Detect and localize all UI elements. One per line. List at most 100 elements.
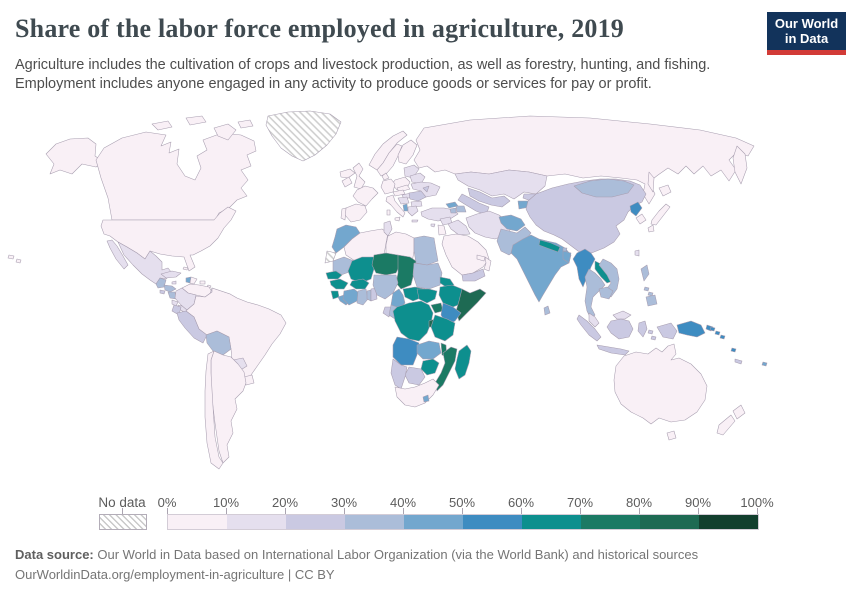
country-crete[interactable] [411,219,419,223]
country-australia[interactable] [613,343,708,425]
country-niger[interactable] [371,252,401,276]
country-mali[interactable] [347,256,375,284]
country-lesotho[interactable] [422,394,430,403]
country-uae[interactable] [476,254,486,262]
country-guinea[interactable] [329,278,349,290]
legend-bin-60%-70%[interactable] [522,515,581,529]
country-albania[interactable] [402,203,409,212]
country-north-korea[interactable] [629,201,643,217]
country-canada-arctic-2[interactable] [185,115,207,126]
country-austria[interactable] [392,189,406,197]
legend-bin-90%-100%[interactable] [699,515,758,529]
country-borneo[interactable] [606,318,634,340]
country-cambodia[interactable] [598,286,614,300]
country-zambia[interactable] [416,340,442,360]
country-denmark[interactable] [381,172,390,181]
country-sumatra[interactable] [576,314,602,342]
country-sri-lanka[interactable] [543,305,551,316]
country-malaysia[interactable] [588,312,600,328]
country-belarus[interactable] [409,172,426,185]
country-india[interactable] [510,234,572,303]
country-tunisia[interactable] [383,220,393,237]
country-kazakhstan[interactable] [454,169,548,200]
legend-bin-40%-50%[interactable] [404,515,463,529]
legend-bin-20%-30%[interactable] [286,515,345,529]
country-azerbaijan[interactable] [455,205,467,213]
country-madagascar[interactable] [454,344,472,380]
country-spain[interactable] [344,203,368,223]
country-vietnam[interactable] [598,258,620,298]
country-uk[interactable] [352,162,366,190]
legend-bin-0%-10%[interactable] [168,515,227,529]
country-nepal[interactable] [538,239,561,253]
country-armenia[interactable] [449,207,457,214]
citation-line[interactable]: OurWorldinData.org/employment-in-agricul… [15,567,335,582]
country-egypt[interactable] [413,235,439,266]
country-baltics[interactable] [403,164,420,179]
legend-bin-70%-80%[interactable] [581,515,640,529]
country-togo[interactable] [366,289,372,302]
country-west-papua[interactable] [656,322,678,340]
country-canada[interactable] [95,131,257,221]
country-el-salvador[interactable] [159,289,166,295]
country-solomon-islands[interactable] [709,326,726,340]
country-italy[interactable] [385,194,406,218]
country-chile[interactable] [204,350,224,470]
country-somalia[interactable] [455,288,487,322]
owid-logo[interactable]: Our World in Data [767,12,846,55]
country-dominican-republic[interactable] [189,276,198,285]
country-bolivia[interactable] [205,330,232,356]
country-bulgaria[interactable] [410,200,423,208]
country-iceland[interactable] [339,168,356,179]
country-tanzania[interactable] [430,314,456,342]
country-honduras[interactable] [163,284,177,293]
country-tasmania[interactable] [666,430,677,441]
country-bangladesh[interactable] [562,250,572,264]
country-greece[interactable] [407,205,419,217]
country-sakhalin[interactable] [647,171,655,193]
country-malaysia-borneo[interactable] [612,310,632,320]
no-data-swatch[interactable] [99,514,147,530]
country-cuba[interactable] [160,270,182,279]
country-sierra-leone[interactable] [330,290,340,300]
country-thailand[interactable] [584,268,606,320]
country-baja[interactable] [106,239,129,270]
legend-bin-50%-60%[interactable] [463,515,522,529]
country-sardinia[interactable] [386,209,391,216]
country-moldova[interactable] [422,185,430,193]
country-jamaica[interactable] [171,280,177,285]
country-portugal[interactable] [340,207,347,221]
country-russia[interactable] [413,115,755,205]
country-uganda[interactable] [430,302,444,314]
country-mongolia[interactable] [573,178,635,198]
country-bahamas[interactable] [182,266,189,271]
country-canada-baffin[interactable] [213,123,237,141]
country-puerto-rico[interactable] [199,280,206,285]
legend-bin-10%-20%[interactable] [227,515,286,529]
country-japan-kyushu[interactable] [647,224,655,233]
legend-bin-80%-90%[interactable] [640,515,699,529]
country-kamchatka[interactable] [732,145,748,185]
country-hawaii[interactable] [7,254,22,264]
country-fiji[interactable] [761,361,768,367]
country-uzbekistan[interactable] [467,187,511,208]
country-ireland[interactable] [341,176,353,188]
country-drc[interactable] [392,300,434,342]
country-namibia[interactable] [390,358,408,390]
country-taiwan[interactable] [634,249,640,257]
country-afghanistan[interactable] [498,214,526,232]
country-alaska[interactable] [45,137,105,175]
country-usa[interactable] [100,206,237,272]
country-senegal[interactable] [325,270,343,280]
country-visayas[interactable] [643,286,654,297]
country-jordan[interactable] [437,224,447,236]
country-cyprus[interactable] [430,223,436,228]
country-nz-north[interactable] [732,404,746,420]
country-vanuatu[interactable] [730,347,737,353]
country-finland[interactable] [397,139,418,165]
country-mozambique[interactable] [434,346,458,392]
country-zimbabwe[interactable] [420,358,440,376]
country-new-caledonia[interactable] [734,358,743,365]
country-ghana[interactable] [356,288,369,306]
country-canada-arctic-1[interactable] [151,120,173,131]
